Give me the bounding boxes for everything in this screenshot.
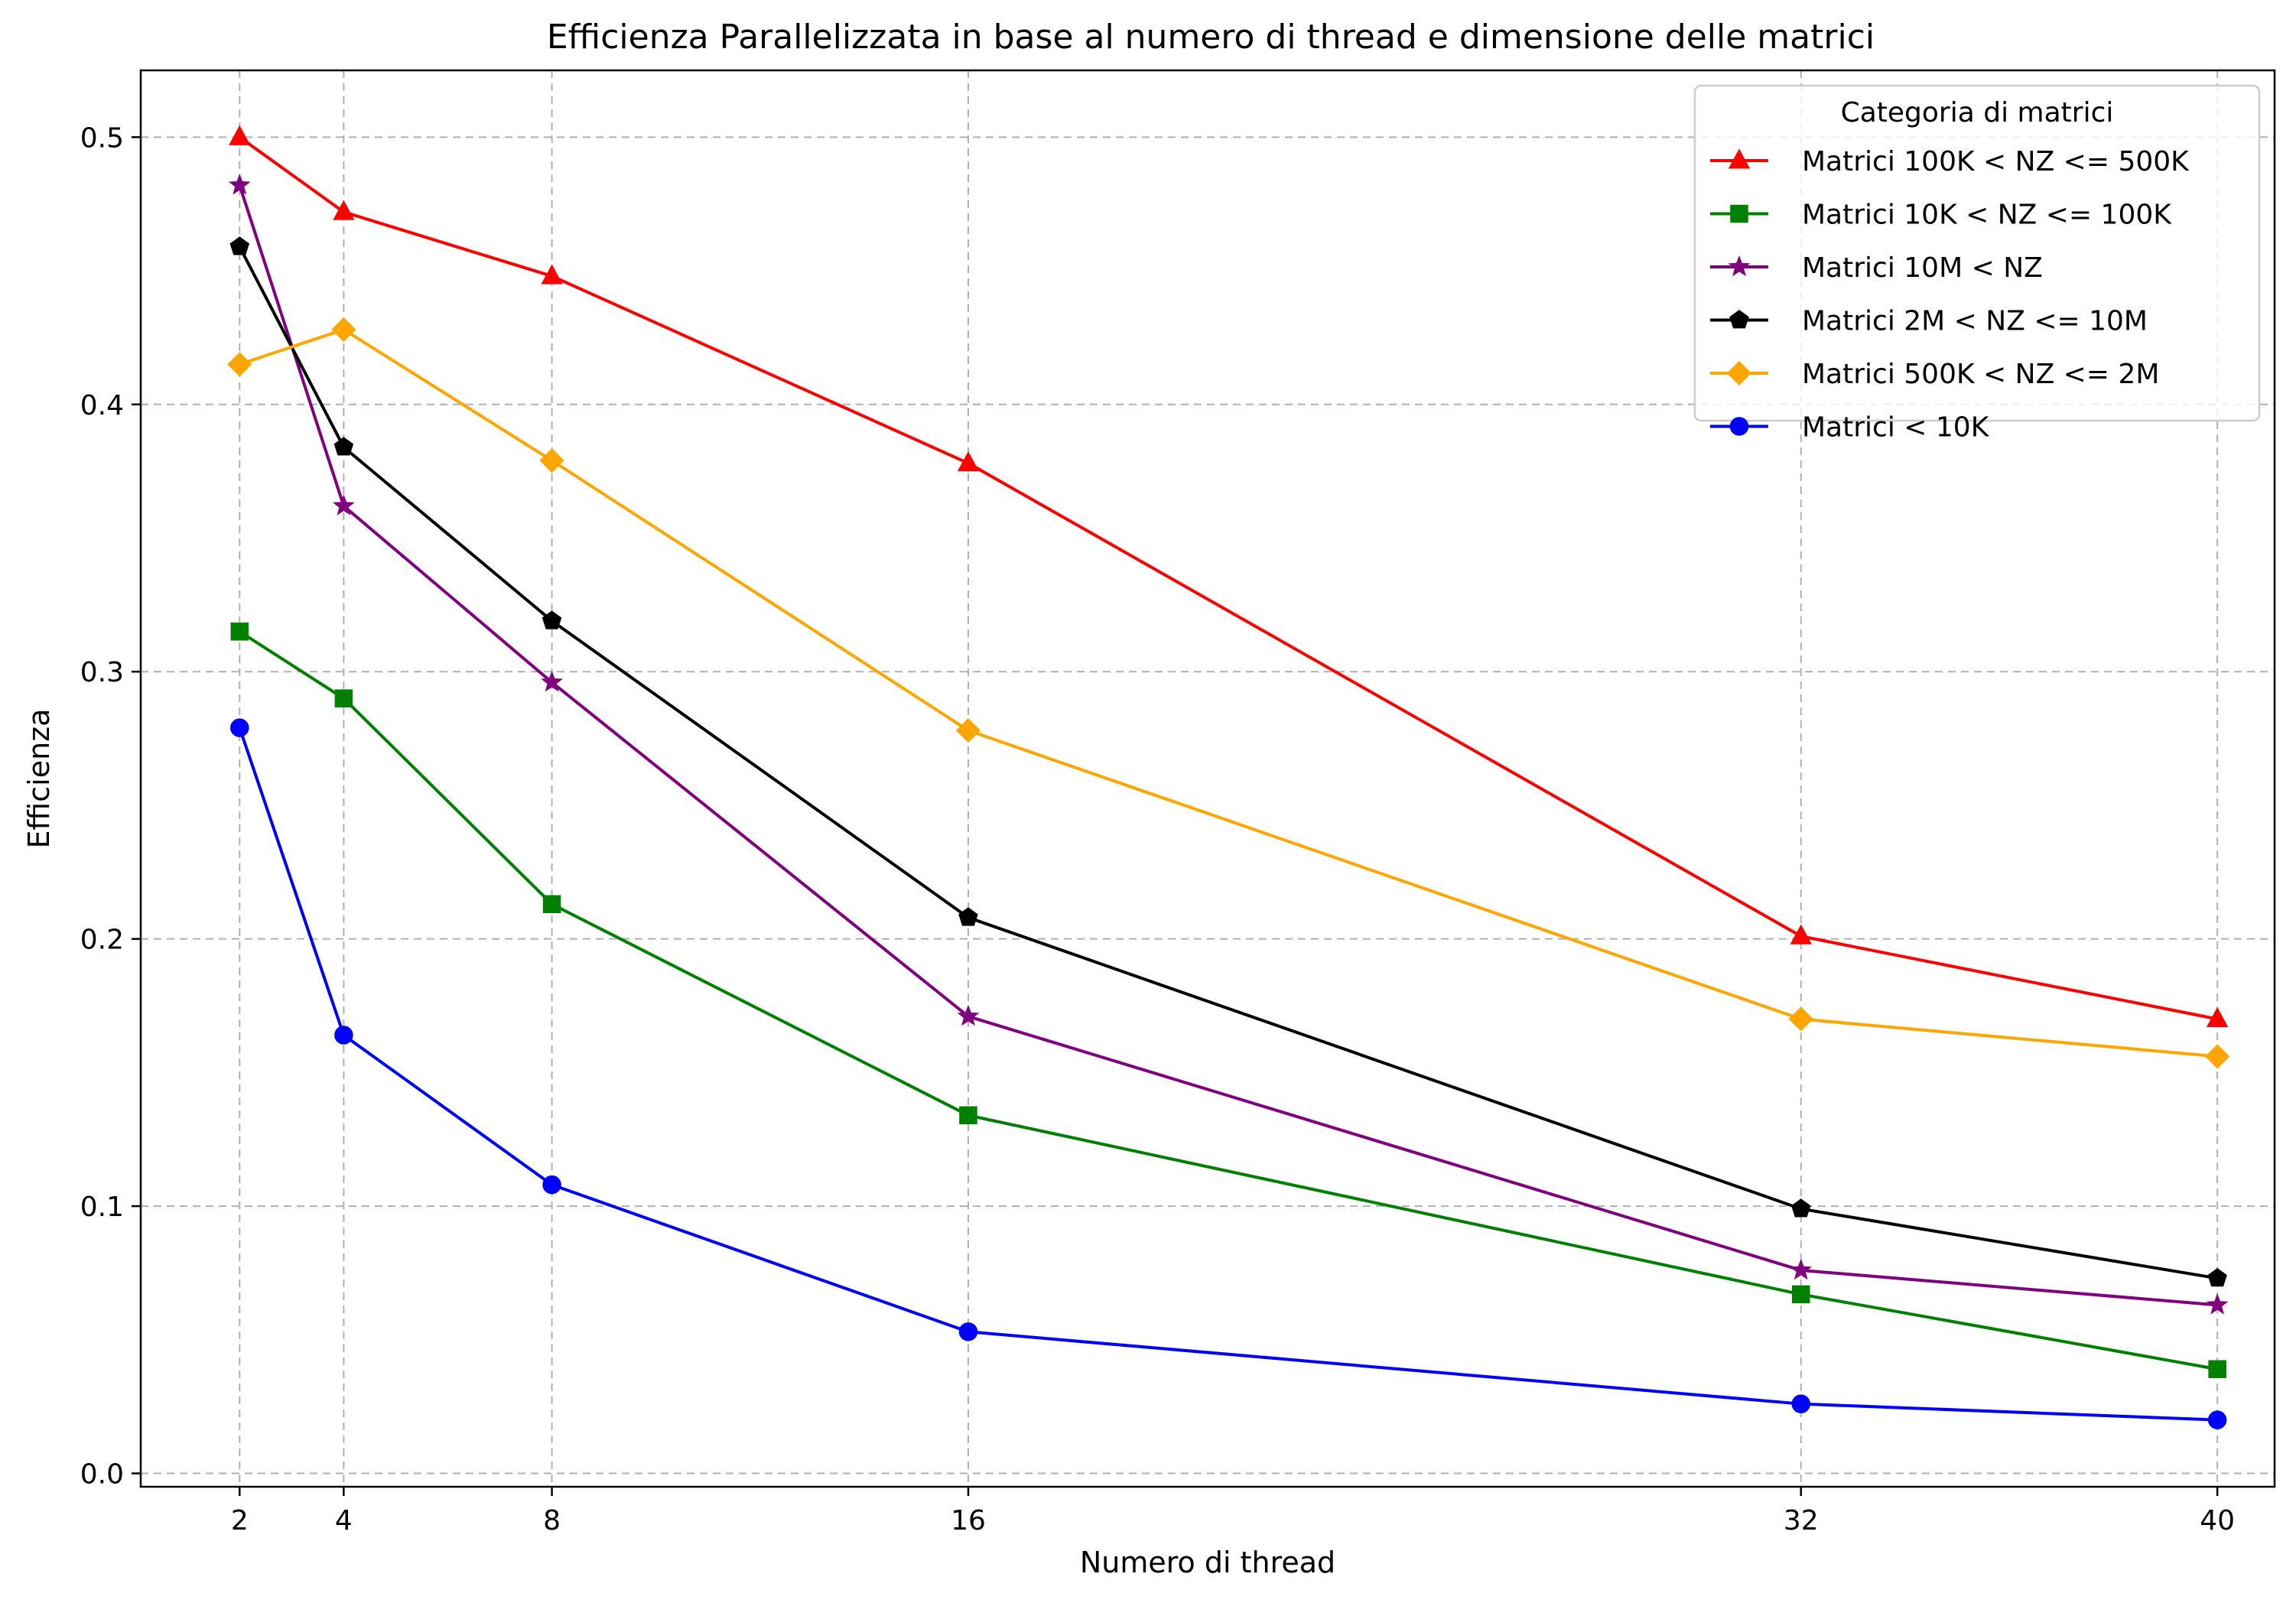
legend-entry: Matrici 2M < NZ <= 10M <box>1710 306 2148 337</box>
x-tick-label: 16 <box>951 1505 986 1536</box>
legend-marker <box>1729 417 1749 436</box>
chart-title: Efficienza Parallelizzata in base al num… <box>547 18 1875 57</box>
data-point <box>229 125 251 145</box>
data-point <box>2206 1293 2229 1315</box>
series-2 <box>230 623 2226 1378</box>
plot-frame <box>139 69 2276 1488</box>
legend-entry: Matrici 10M < NZ <box>1710 252 2043 284</box>
data-point <box>957 1004 980 1026</box>
data-point <box>2207 1268 2227 1287</box>
data-point <box>228 174 251 195</box>
data-point <box>230 718 249 737</box>
data-point <box>1790 1198 1811 1218</box>
data-point <box>334 1026 353 1045</box>
x-tick-label: 2 <box>231 1505 249 1536</box>
data-point <box>1791 1394 1811 1413</box>
legend-entries: Matrici 100K < NZ <= 500K Matrici 10K < N… <box>1710 146 2190 444</box>
data-point <box>230 623 249 641</box>
x-tick-label: 4 <box>335 1505 353 1536</box>
data-point <box>2205 1044 2230 1069</box>
axis-ticks: 2 4 8 16 32 40 0.0 0.1 0.2 0.3 0.4 0.5 <box>80 122 2235 1536</box>
data-point <box>955 718 981 743</box>
legend-marker <box>1730 204 1748 223</box>
data-point <box>539 448 564 473</box>
series-1 <box>229 125 2229 1028</box>
x-tick-label: 32 <box>1784 1505 1819 1536</box>
grid-lines <box>141 70 2275 1487</box>
data-point <box>333 200 355 220</box>
data-point <box>333 437 354 456</box>
data-point <box>957 451 980 472</box>
x-axis-label: Numero di thread <box>1080 1546 1335 1579</box>
legend-label: Matrici 100K < NZ <= 500K <box>1802 146 2190 177</box>
data-point <box>2208 1360 2226 1378</box>
data-point <box>958 1322 978 1341</box>
series-line <box>238 327 2220 1058</box>
legend: Categoria di matrici Matrici 100K < NZ <… <box>1693 84 2261 444</box>
y-axis-label: Efficienza <box>22 709 56 849</box>
data-point <box>2207 1410 2227 1429</box>
data-point <box>1792 1285 1810 1304</box>
legend-box <box>1693 84 2261 422</box>
series-5 <box>227 317 2230 1069</box>
data-point <box>1790 924 1812 945</box>
data-point <box>541 671 563 692</box>
data-point <box>229 236 250 255</box>
legend-label: Matrici 2M < NZ <= 10M <box>1802 306 2148 337</box>
y-tick-label: 0.4 <box>80 390 124 421</box>
series-line <box>238 135 2220 1021</box>
legend-label: Matrici 10K < NZ <= 100K <box>1802 200 2172 231</box>
y-tick-label: 0.5 <box>80 122 124 154</box>
data-point <box>542 895 561 913</box>
x-tick-label: 40 <box>2200 1505 2235 1536</box>
legend-marker <box>1729 310 1749 329</box>
series-3 <box>228 174 2229 1315</box>
data-point <box>333 494 355 515</box>
legend-label: Matrici < 10K <box>1802 412 1990 444</box>
series-6 <box>230 718 2227 1429</box>
legend-marker <box>1728 148 1751 169</box>
data-point <box>541 610 562 629</box>
series-line <box>238 245 2220 1280</box>
series-line <box>238 726 2220 1422</box>
legend-marker <box>1728 255 1751 277</box>
y-tick-label: 0.3 <box>80 657 124 688</box>
data-point <box>334 689 353 707</box>
data-point <box>1788 1006 1813 1032</box>
legend-entry: Matrici 10K < NZ <= 100K <box>1710 200 2172 231</box>
series-line <box>238 629 2220 1371</box>
data-point <box>541 264 563 285</box>
legend-entry: Matrici < 10K <box>1710 412 1990 444</box>
data-point <box>227 352 252 377</box>
series-4 <box>229 236 2227 1287</box>
data-point <box>958 907 978 926</box>
data-point <box>2207 1006 2229 1028</box>
series-lines <box>227 125 2230 1429</box>
legend-label: Matrici 500K < NZ <= 2M <box>1802 359 2159 390</box>
series-line <box>238 184 2220 1307</box>
legend-entry: Matrici 100K < NZ <= 500K <box>1710 146 2190 177</box>
legend-marker <box>1726 360 1752 386</box>
data-point <box>959 1106 977 1125</box>
x-tick-label: 8 <box>543 1505 561 1536</box>
data-point <box>542 1175 561 1195</box>
legend-entry: Matrici 500K < NZ <= 2M <box>1710 359 2159 390</box>
y-tick-label: 0.2 <box>80 925 124 956</box>
legend-title: Categoria di matrici <box>1841 97 2114 128</box>
data-point <box>1790 1258 1813 1280</box>
y-tick-label: 0.0 <box>80 1459 124 1491</box>
data-point <box>331 317 356 343</box>
y-tick-label: 0.1 <box>80 1192 124 1223</box>
legend-label: Matrici 10M < NZ <box>1802 252 2043 284</box>
